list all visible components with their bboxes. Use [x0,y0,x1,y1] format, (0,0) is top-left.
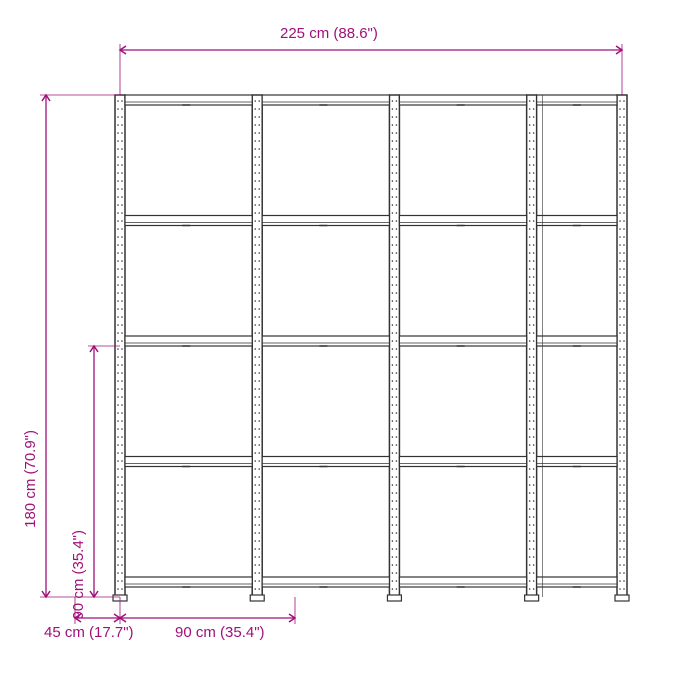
shelving-diagram [0,0,700,700]
dim-bay-width: 90 cm (35.4") [175,624,265,641]
dim-total-width: 225 cm (88.6") [280,25,378,42]
dim-depth: 45 cm (17.7") [44,624,134,641]
dim-half-height: 90 cm (35.4") [70,530,87,620]
dim-total-height: 180 cm (70.9") [22,430,39,528]
